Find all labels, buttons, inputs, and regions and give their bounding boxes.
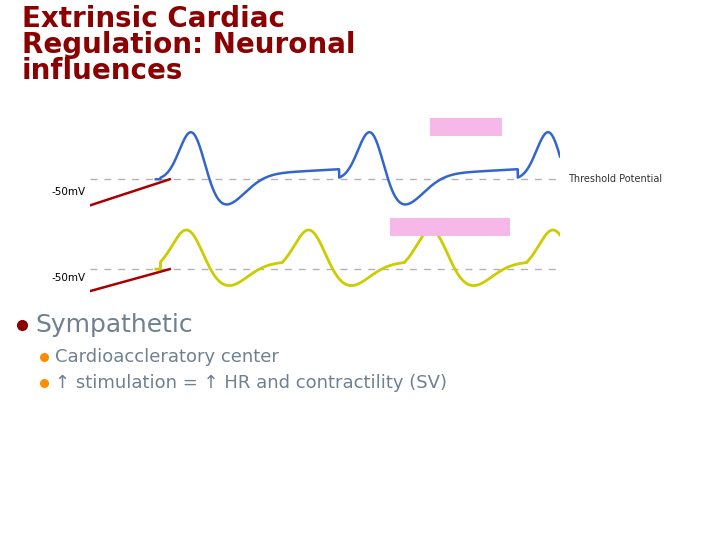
Text: Sympathetic: Sympathetic bbox=[35, 313, 193, 337]
Text: influences: influences bbox=[22, 57, 184, 85]
Text: Extrinsic Cardiac: Extrinsic Cardiac bbox=[22, 5, 285, 33]
Text: Threshold Potential: Threshold Potential bbox=[568, 174, 662, 184]
Text: Cardioaccleratory center: Cardioaccleratory center bbox=[55, 348, 279, 366]
Text: Control: Control bbox=[446, 122, 486, 132]
Text: -50mV: -50mV bbox=[52, 273, 86, 283]
Text: Regulation: Neuronal: Regulation: Neuronal bbox=[22, 31, 356, 59]
Text: -50mV: -50mV bbox=[52, 187, 86, 198]
Text: Sympathetic effect: Sympathetic effect bbox=[397, 222, 503, 232]
Text: ↑ stimulation = ↑ HR and contractility (SV): ↑ stimulation = ↑ HR and contractility (… bbox=[55, 374, 447, 392]
